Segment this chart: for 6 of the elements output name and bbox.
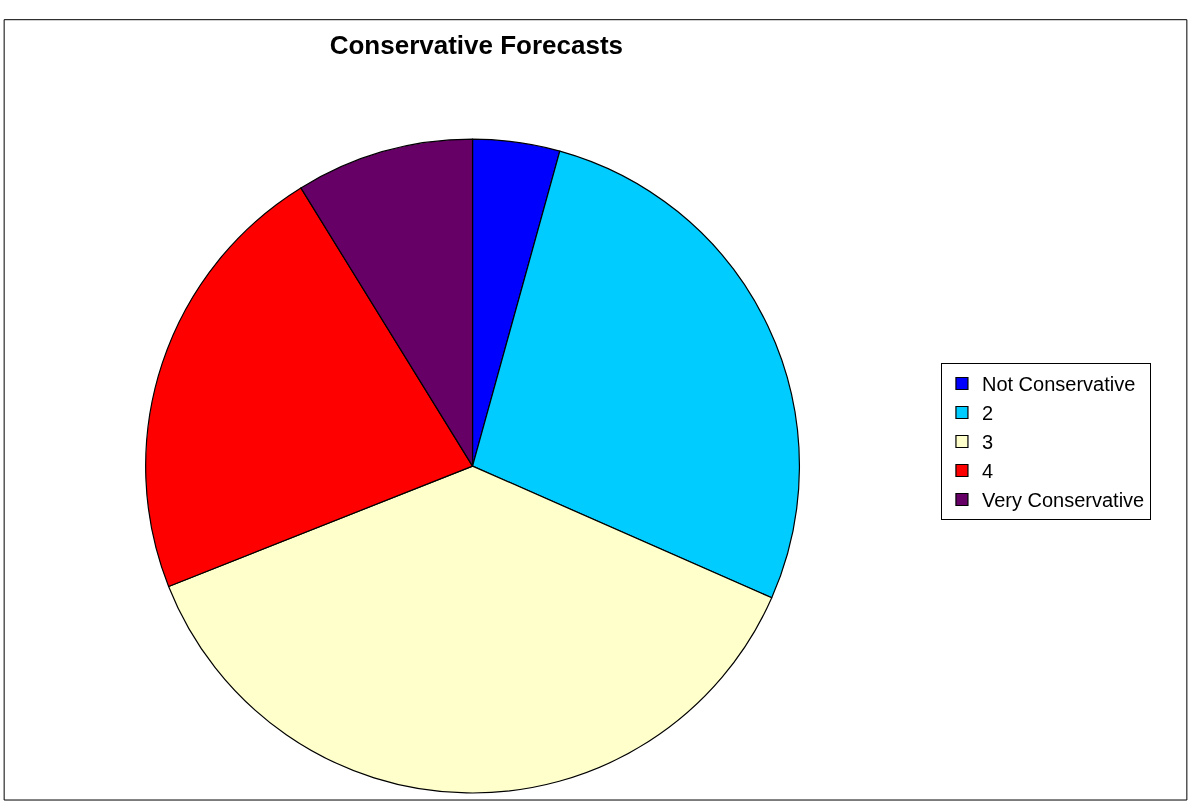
- legend-label: 2: [981, 402, 994, 425]
- chart-title: Conservative Forecasts: [329, 30, 624, 61]
- legend-label: 3: [981, 431, 994, 454]
- legend-label: Not Conservative: [981, 373, 1136, 396]
- legend-label: Very Conservative: [981, 489, 1145, 512]
- legend-label: 4: [981, 460, 994, 483]
